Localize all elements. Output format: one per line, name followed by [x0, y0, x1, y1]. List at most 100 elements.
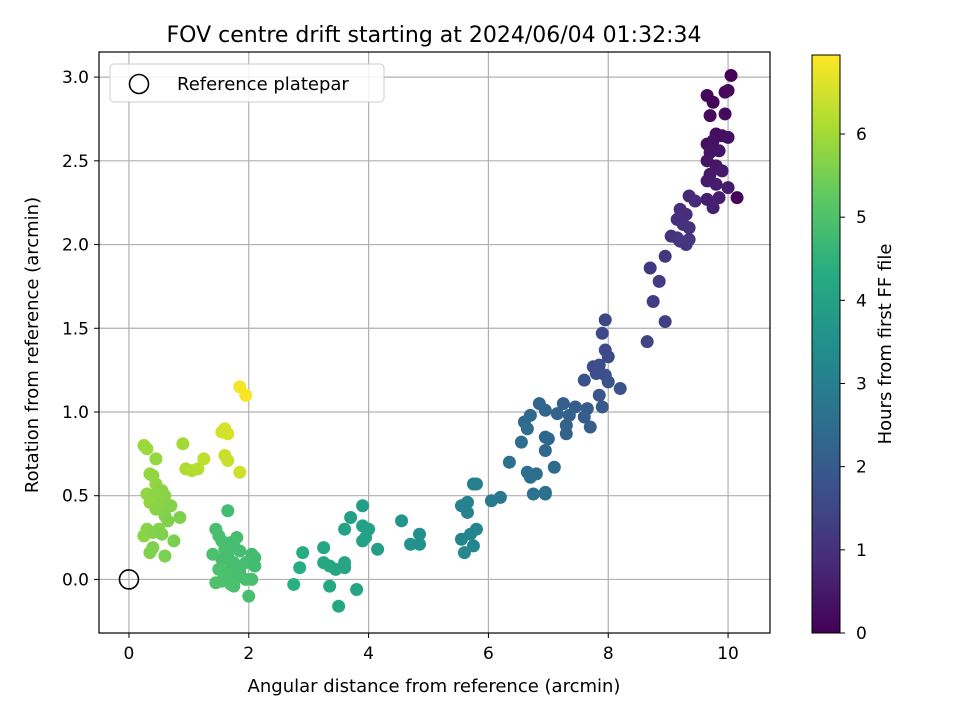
legend: Reference platepar [109, 63, 385, 103]
data-point [595, 400, 609, 414]
data-point [197, 452, 211, 466]
grid-lines [99, 52, 770, 633]
y-tick-label: 2.0 [62, 236, 89, 256]
data-point [227, 579, 241, 593]
colorbar-tick-label: 1 [856, 541, 867, 561]
data-point [658, 315, 672, 329]
data-point [538, 403, 552, 417]
data-point [583, 420, 597, 434]
colorbar-gradient [811, 54, 841, 634]
scatter-points [118, 68, 744, 613]
data-point [317, 541, 331, 555]
data-point [221, 454, 235, 468]
axis-ticks: 0 2 4 6 8 10 0.0 0.5 1.0 1.5 2.0 2.5 3.0 [62, 68, 739, 664]
y-tick-label: 3.0 [62, 68, 89, 88]
data-point [562, 408, 576, 422]
data-point [577, 373, 591, 387]
data-point [248, 559, 262, 573]
data-point [484, 494, 498, 508]
data-point [712, 144, 726, 158]
colorbar-tick-label: 6 [856, 125, 867, 145]
data-point [413, 537, 427, 551]
data-point [538, 487, 552, 501]
plot-area-frame [98, 51, 771, 634]
data-point [332, 599, 346, 613]
data-point [577, 410, 591, 424]
data-point [712, 191, 726, 205]
data-point [646, 294, 660, 308]
data-point [592, 388, 606, 402]
data-point [724, 68, 738, 82]
data-point [550, 407, 564, 421]
data-point [293, 561, 307, 575]
colorbar-tick-label: 5 [856, 208, 867, 228]
data-point [709, 177, 723, 191]
data-point [338, 561, 352, 575]
data-point [395, 514, 409, 528]
data-point [559, 427, 573, 441]
data-point [547, 460, 561, 474]
data-point [721, 84, 735, 98]
data-point [404, 537, 418, 551]
chart-title: FOV centre drift starting at 2024/06/04 … [167, 23, 702, 48]
reference-point-marker [118, 569, 140, 590]
data-point [149, 502, 163, 516]
data-point [688, 194, 702, 208]
data-point [520, 422, 534, 436]
colorbar-tick-label: 2 [856, 458, 867, 478]
y-tick-label: 1.0 [62, 403, 89, 423]
x-axis-label: Angular distance from reference (arcmin) [248, 676, 621, 697]
data-point [239, 388, 253, 402]
data-point [191, 462, 205, 476]
colorbar-tick-label: 0 [856, 624, 867, 644]
data-point [350, 582, 364, 596]
data-point [682, 221, 696, 235]
y-tick-label: 2.5 [62, 152, 89, 172]
x-tick-label: 0 [124, 644, 135, 664]
data-point [613, 382, 627, 396]
data-point [718, 107, 732, 121]
data-point [715, 164, 729, 178]
legend-label: Reference platepar [177, 74, 349, 95]
data-point [245, 572, 259, 586]
x-tick-label: 10 [717, 644, 739, 664]
colorbar-ticks: 0 1 2 3 4 5 6 [840, 125, 867, 644]
y-tick-label: 0.5 [62, 487, 89, 507]
data-point [221, 504, 235, 518]
y-tick-label: 1.5 [62, 319, 89, 339]
data-point [158, 549, 172, 563]
data-point [454, 532, 468, 546]
data-point [682, 233, 696, 247]
data-point [652, 274, 666, 288]
x-tick-label: 2 [243, 644, 254, 664]
data-point [658, 249, 672, 263]
data-point [356, 499, 370, 513]
data-point [215, 425, 229, 439]
data-point [643, 261, 657, 275]
x-tick-label: 6 [483, 644, 494, 664]
data-point [721, 130, 735, 144]
data-point [595, 326, 609, 340]
data-point [323, 579, 337, 593]
data-point [469, 477, 483, 491]
data-point [721, 181, 735, 195]
legend-marker [128, 73, 150, 95]
data-point [538, 443, 552, 457]
data-point [143, 546, 157, 560]
data-point [640, 335, 654, 349]
data-point [730, 191, 744, 205]
data-point [296, 546, 310, 560]
data-point [287, 577, 301, 591]
data-point [523, 470, 537, 484]
data-point [706, 95, 720, 109]
data-point [338, 522, 352, 536]
data-point [233, 544, 247, 558]
data-point [556, 397, 570, 411]
data-point [541, 432, 555, 446]
colorbar: 0 1 2 3 4 5 6 Hours from first FF file [811, 54, 896, 644]
data-point [457, 546, 471, 560]
y-axis-label: Rotation from reference (arcmin) [22, 197, 43, 493]
colorbar-tick-label: 4 [856, 291, 867, 311]
